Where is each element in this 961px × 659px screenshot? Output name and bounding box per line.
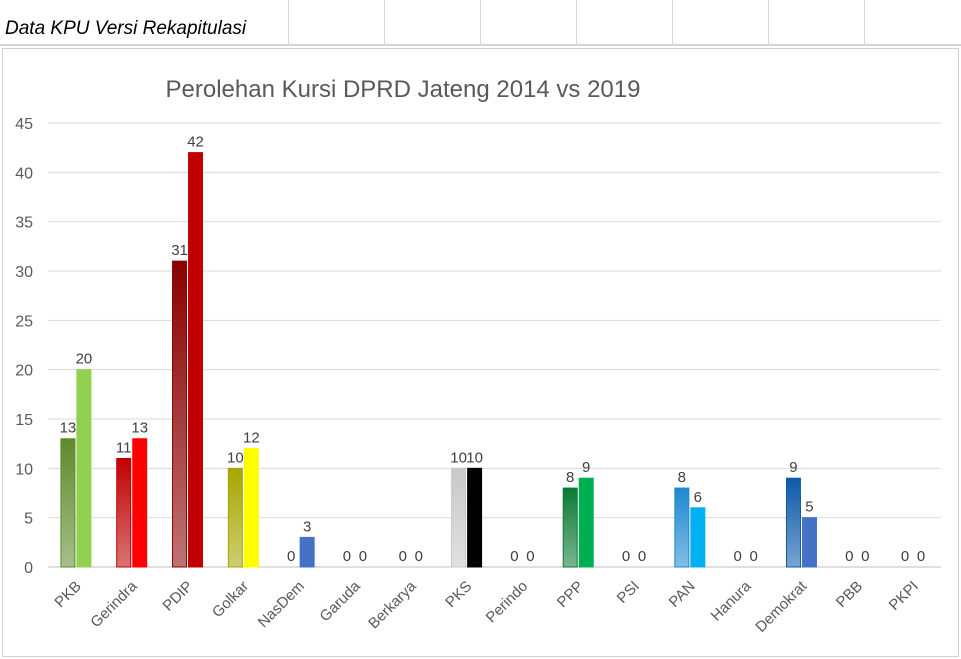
data-label-2019: 12 [243, 430, 260, 447]
y-tick-label: 45 [15, 116, 33, 133]
x-tick-label-nasdem: NasDem [255, 578, 308, 631]
bar-2019-pks[interactable] [467, 467, 483, 568]
data-label-2014: 0 [343, 548, 351, 565]
bar-2014-demokrat[interactable] [785, 477, 801, 568]
y-tick-label: 35 [15, 215, 33, 232]
header-cell-divider [384, 0, 385, 46]
data-label-2019: 0 [415, 548, 423, 565]
y-tick-label: 10 [15, 461, 33, 478]
header-cell-divider [288, 0, 289, 46]
bar-2014-golkar[interactable] [227, 467, 243, 568]
bar-2019-pan[interactable] [690, 507, 706, 568]
bar-2014-ppp[interactable] [562, 487, 578, 568]
data-label-2014: 0 [845, 548, 853, 565]
data-label-2014: 10 [227, 449, 244, 466]
x-tick-label-pks: PKS [442, 578, 475, 611]
bar-2014-pkb[interactable] [60, 438, 76, 568]
chart-title: Perolehan Kursi DPRD Jateng 2014 vs 2019 [166, 76, 641, 103]
bars [60, 152, 817, 568]
data-label-2019: 0 [638, 548, 646, 565]
data-label-2014: 8 [566, 469, 574, 486]
sheet-header-row: Data KPU Versi Rekapitulasi [0, 0, 961, 46]
y-tick-label: 30 [15, 264, 33, 281]
data-label-2019: 20 [76, 351, 93, 368]
bar-2014-pks[interactable] [451, 467, 467, 568]
data-label-2019: 10 [466, 449, 483, 466]
data-label-2019: 0 [749, 548, 757, 565]
data-label-2019: 13 [131, 420, 148, 437]
x-axis-ticks: PKB Gerindra PDIP Golkar NasDem Garuda Berkary… [51, 577, 921, 636]
bar-2014-pan[interactable] [674, 487, 690, 568]
data-label-2014: 0 [901, 548, 909, 565]
data-label-2014: 0 [622, 548, 630, 565]
x-tick-label-pkpi: PKPI [886, 578, 922, 614]
data-label-2019: 0 [526, 548, 534, 565]
header-cell-divider [576, 0, 577, 46]
y-axis-ticks: 0 5 10 15 20 25 30 35 40 45 [15, 116, 33, 577]
data-label-2014: 13 [60, 420, 77, 437]
data-label-2014: 10 [450, 449, 467, 466]
bar-2019-nasdem[interactable] [299, 536, 315, 568]
x-tick-label-pan: PAN [666, 578, 699, 611]
header-cell-divider [672, 0, 673, 46]
header-cell-divider [768, 0, 769, 46]
x-tick-label-pkb: PKB [51, 578, 84, 611]
bar-2019-golkar[interactable] [243, 448, 259, 568]
chart-area[interactable]: Perolehan Kursi DPRD Jateng 2014 vs 2019… [2, 48, 959, 657]
x-tick-label-pdip: PDIP [160, 578, 197, 615]
bar-2019-ppp[interactable] [578, 477, 594, 568]
chart-svg: Perolehan Kursi DPRD Jateng 2014 vs 2019… [15, 76, 941, 636]
x-tick-label-gerindra: Gerindra [87, 577, 141, 631]
bar-2019-pdip[interactable] [188, 152, 204, 568]
x-tick-label-hanura: Hanura [708, 577, 755, 624]
x-tick-label-perindo: Perindo [483, 578, 532, 627]
data-label-2019: 3 [303, 518, 311, 535]
data-label-2019: 0 [917, 548, 925, 565]
sheet-title[interactable]: Data KPU Versi Rekapitulasi [5, 18, 247, 39]
data-label-2019: 0 [359, 548, 367, 565]
data-label-2019: 9 [582, 459, 590, 476]
data-label-2014: 0 [510, 548, 518, 565]
bar-2014-gerindra[interactable] [116, 457, 132, 568]
data-label-2019: 6 [694, 489, 702, 506]
x-tick-label-ppp: PPP [554, 578, 587, 611]
y-tick-label: 5 [24, 511, 33, 528]
y-tick-label: 40 [15, 165, 33, 182]
x-tick-label-psi: PSI [614, 578, 643, 607]
bar-2014-pdip[interactable] [172, 260, 188, 568]
data-label-2019: 5 [805, 499, 813, 516]
data-label-2014: 0 [399, 548, 407, 565]
data-label-2019: 0 [861, 548, 869, 565]
data-label-2014: 9 [789, 459, 797, 476]
x-tick-label-demokrat: Demokrat [752, 577, 811, 636]
y-tick-label: 0 [24, 560, 33, 577]
data-label-2014: 31 [171, 242, 188, 259]
data-label-2019: 42 [187, 134, 204, 151]
x-tick-label-golkar: Golkar [209, 578, 252, 621]
data-label-2014: 11 [116, 439, 132, 456]
data-label-2014: 8 [678, 469, 686, 486]
bar-2019-demokrat[interactable] [801, 517, 817, 568]
data-label-2014: 0 [287, 548, 295, 565]
y-tick-label: 25 [15, 313, 33, 330]
data-label-2014: 0 [733, 548, 741, 565]
x-tick-label-garuda: Garuda [316, 577, 364, 625]
y-tick-label: 15 [15, 412, 33, 429]
bar-2019-gerindra[interactable] [132, 438, 148, 568]
header-cell-divider [480, 0, 481, 46]
x-tick-label-berkarya: Berkarya [365, 577, 420, 632]
bar-2019-pkb[interactable] [76, 369, 92, 568]
x-tick-label-pbb: PBB [833, 578, 866, 611]
header-cell-divider [864, 0, 865, 46]
y-tick-label: 20 [15, 363, 33, 380]
